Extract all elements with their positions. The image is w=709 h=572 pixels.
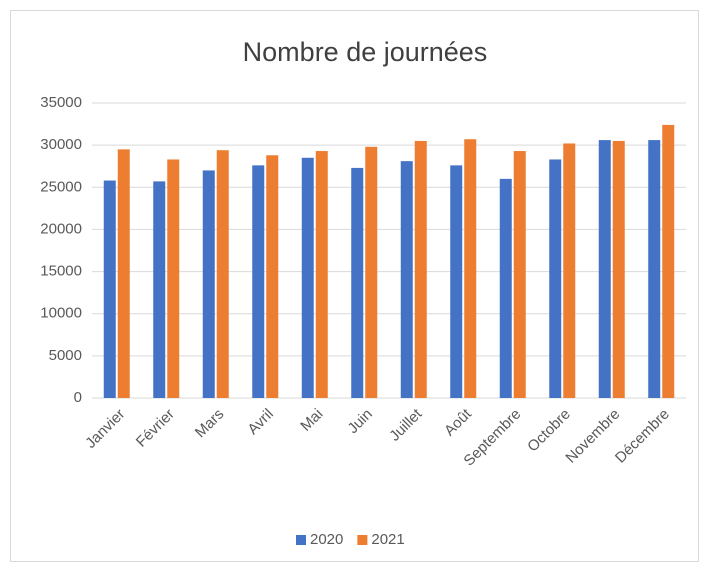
y-tick-label: 5000: [49, 347, 82, 364]
bar: [612, 140, 625, 398]
bar: [598, 140, 611, 399]
bar: [103, 180, 116, 398]
bar: [450, 165, 463, 398]
chart-title: Nombre de journées: [243, 37, 488, 67]
bar: [662, 124, 675, 399]
bar: [301, 157, 314, 398]
bar: [351, 167, 364, 398]
bar: [549, 159, 562, 398]
y-tick-label: 10000: [40, 305, 82, 322]
bar: [414, 140, 427, 398]
y-tick-label: 0: [74, 389, 82, 406]
y-tick-label: 20000: [40, 220, 82, 237]
y-tick-label: 35000: [40, 94, 82, 111]
bar: [513, 151, 526, 398]
bar: [464, 139, 477, 398]
bar: [499, 178, 512, 398]
bar: [563, 143, 576, 398]
bar: [153, 181, 166, 398]
bar: [648, 140, 661, 399]
legend-label: 2021: [371, 531, 404, 548]
bar: [252, 165, 265, 398]
bar: [117, 149, 130, 398]
bar: [167, 159, 180, 398]
y-tick-label: 15000: [40, 263, 82, 280]
bar: [266, 155, 279, 398]
y-tick-label: 25000: [40, 178, 82, 195]
y-tick-label: 30000: [40, 136, 82, 153]
legend-label: 2020: [310, 531, 343, 548]
bar: [400, 161, 413, 398]
legend-swatch: [357, 535, 368, 545]
legend-swatch: [296, 535, 306, 545]
bar: [365, 146, 378, 398]
bar: [315, 151, 328, 398]
bar: [202, 170, 215, 398]
bar: [216, 150, 229, 398]
